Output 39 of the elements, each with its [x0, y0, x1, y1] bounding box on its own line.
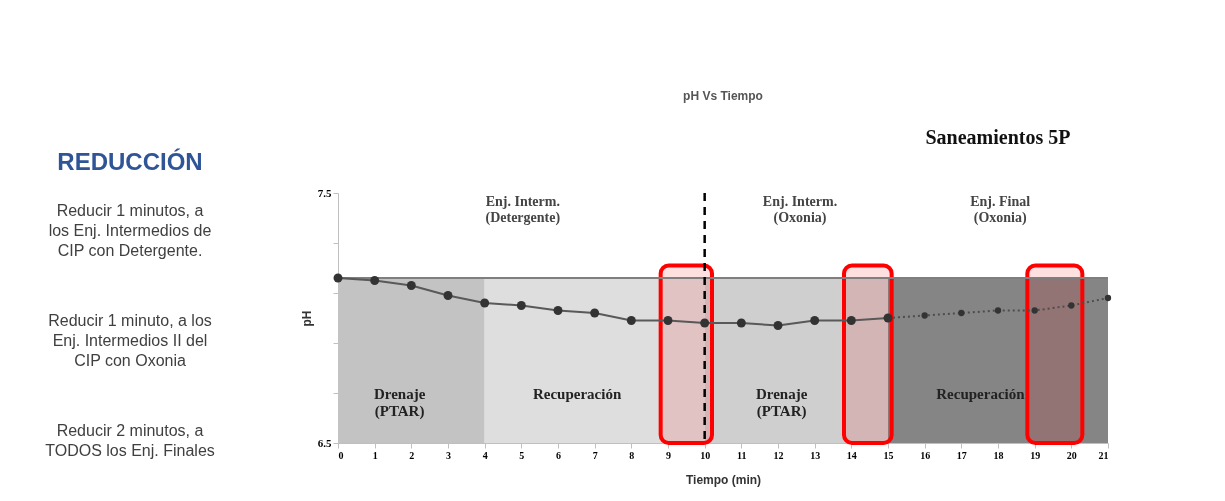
annotation: Enj. Interm. (Detergente) — [485, 194, 561, 226]
x-tick-label: 4 — [482, 449, 488, 461]
band-label: Recuperación — [532, 385, 622, 402]
annotation: Enj. Final (Oxonia) — [970, 194, 1031, 226]
band-label: Recuperación — [936, 385, 1026, 402]
text: Saneamientos 5P — [925, 126, 1071, 148]
text: REDUCCIÓN — [57, 148, 203, 175]
x-tick-label: 8 — [629, 449, 635, 461]
x-tick-label: 21 — [1098, 449, 1109, 461]
text: Reducir 2 minutos, a TODOS los Enj. Finales — [45, 422, 215, 459]
text: Reducir 1 minutos, a los Enj. Intermedios de CIP con Detergente. — [48, 202, 212, 259]
x-tick-label: 0 — [338, 449, 344, 461]
x-tick-label: 20 — [1066, 449, 1077, 461]
x-tick-label: 3 — [446, 449, 451, 461]
x-tick-label: 5 — [519, 449, 525, 461]
x-axis-title: Tiempo (min) — [685, 472, 762, 487]
x-tick-label: 11 — [737, 449, 747, 461]
annotation: Enj. Interm. (Oxonia) — [762, 194, 838, 226]
x-tick-label: 15 — [883, 449, 894, 461]
chart-title: pH Vs Tiempo — [683, 89, 763, 103]
x-tick-label: 13 — [810, 449, 821, 461]
x-tick-label: 10 — [700, 449, 711, 461]
text: Reducir 1 minuto, a los Enj. Intermedios II del CIP con Oxonia — [48, 312, 212, 369]
x-tick-label: 18 — [993, 449, 1004, 461]
y-tick-label: 7.5 — [317, 186, 332, 199]
x-tick-label: 19 — [1030, 449, 1041, 461]
y-tick-label: 6.5 — [317, 436, 332, 449]
x-tick-label: 2 — [409, 449, 415, 461]
y-axis-title: pH — [299, 310, 314, 327]
x-tick-label: 6 — [556, 449, 561, 461]
band-label: Drenaje (PTAR) — [755, 385, 808, 420]
x-tick-label: 14 — [846, 449, 857, 461]
band-label: Drenaje (PTAR) — [373, 385, 426, 420]
x-tick-label: 16 — [920, 449, 931, 461]
x-tick-label: 7 — [592, 449, 598, 461]
x-tick-label: 1 — [372, 449, 378, 461]
x-tick-label: 9 — [666, 449, 671, 461]
x-tick-label: 12 — [773, 449, 784, 461]
x-tick-label: 17 — [956, 449, 967, 461]
